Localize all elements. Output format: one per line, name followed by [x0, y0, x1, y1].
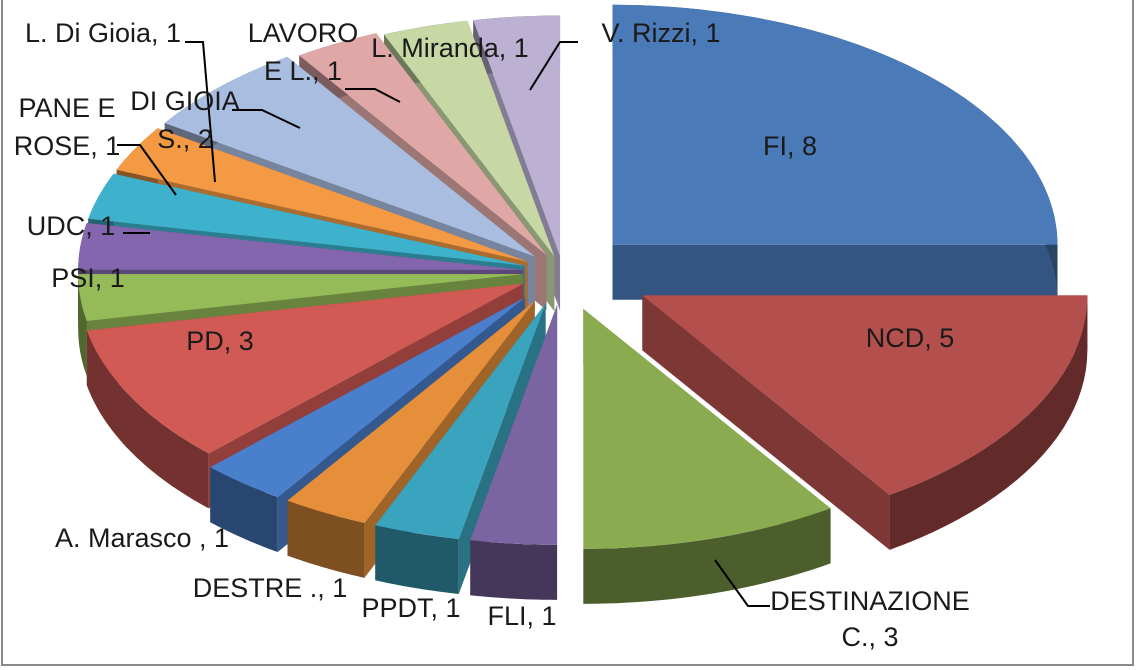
label-ncd: NCD, 5 [866, 323, 955, 353]
label-destinazione-line1: DESTINAZIONE [770, 586, 970, 616]
label-fi: FI, 8 [763, 131, 817, 161]
slice-ncd [642, 295, 1088, 550]
label-pd: PD, 3 [186, 326, 254, 356]
label-miranda: L. Miranda, 1 [371, 33, 529, 63]
slice-fli [470, 304, 558, 600]
label-rizzi: V. Rizzi, 1 [601, 18, 720, 48]
leader-rizzi [529, 41, 578, 91]
label-udc: UDC, 1 [27, 211, 116, 241]
label-ppdt: PPDT, 1 [361, 593, 460, 623]
label-destre: DESTRE ., 1 [193, 573, 348, 603]
slice-fi [612, 4, 1058, 300]
label-pane-line2: ROSE, 1 [14, 131, 121, 161]
label-digioias-line1: DI GIOIA [130, 86, 240, 116]
leader-ldigioia [185, 41, 216, 183]
label-lavoro-line1: LAVORO [248, 18, 359, 48]
label-pane-line1: PANE E [18, 93, 115, 123]
label-fli: FLI, 1 [487, 601, 556, 631]
leader-lines [117, 41, 770, 607]
label-lavoro-line2: E L., 1 [264, 56, 342, 86]
leader-lavoro [345, 88, 401, 103]
leader-digioias [232, 109, 301, 129]
label-marasco: A. Marasco , 1 [55, 523, 229, 553]
leader-destinazione [714, 559, 770, 607]
slice-destinazione-c [583, 308, 831, 604]
label-destinazione-line2: C., 3 [841, 622, 898, 652]
leader-pane [117, 144, 177, 196]
label-ldigioia: L. Di Gioia, 1 [25, 18, 181, 48]
label-digioias-line2: S., 2 [157, 124, 213, 154]
slice-labels: FI, 8 NCD, 5 DESTINAZIONE C., 3 FLI, 1 PPDT, … [14, 18, 970, 652]
label-psi: PSI, 1 [51, 263, 125, 293]
